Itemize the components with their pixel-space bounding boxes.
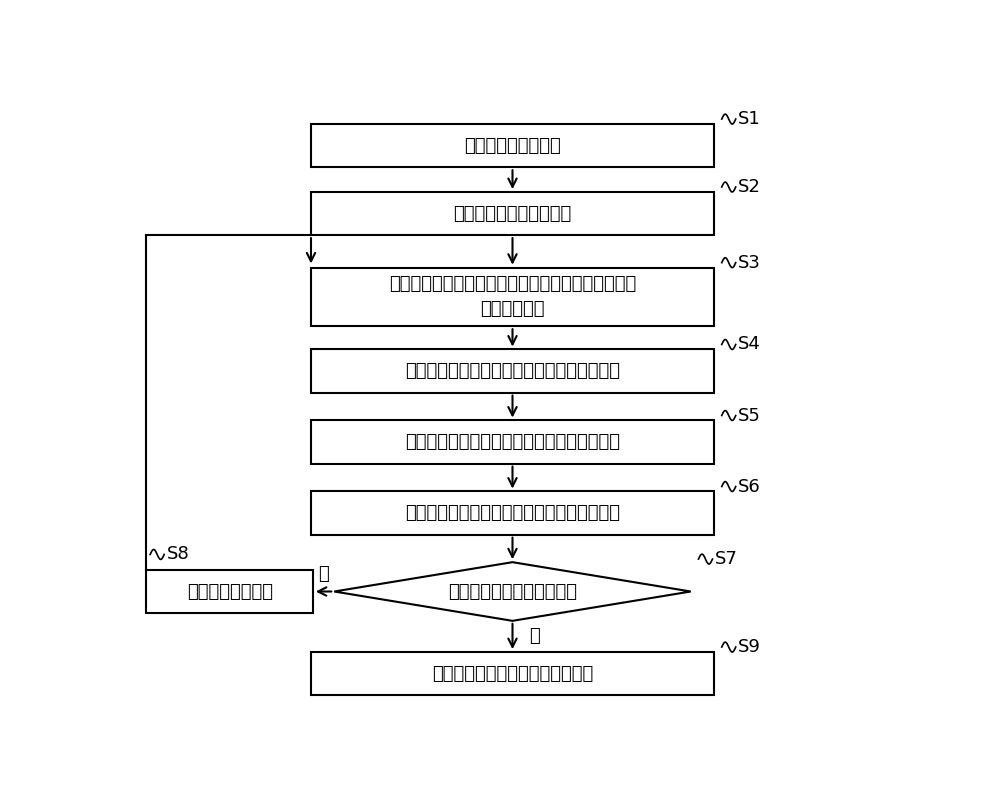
Text: S3: S3	[738, 253, 761, 272]
Text: 读取待分割遥感影像: 读取待分割遥感影像	[464, 136, 561, 155]
Text: 否: 否	[318, 565, 329, 583]
Bar	[146, 570, 313, 613]
Text: 停止迭代，输出遥感影像分割结果: 停止迭代，输出遥感影像分割结果	[432, 665, 593, 683]
Text: S8: S8	[166, 545, 189, 564]
Bar	[311, 420, 714, 464]
Bar	[311, 268, 714, 326]
Text: S1: S1	[738, 110, 761, 128]
Bar	[311, 350, 714, 393]
Text: 计算各个模糊划分子区域对聚类的模糊隶属度: 计算各个模糊划分子区域对聚类的模糊隶属度	[405, 433, 620, 451]
Text: S5: S5	[738, 407, 761, 424]
Text: S4: S4	[738, 335, 761, 354]
Text: 初始化影像分割模型参数: 初始化影像分割模型参数	[453, 205, 572, 223]
Text: S2: S2	[738, 178, 761, 196]
Text: 计算基于模糊划分子区域的模糊聚类目标函数: 计算基于模糊划分子区域的模糊聚类目标函数	[405, 504, 620, 522]
Text: 是: 是	[530, 627, 540, 646]
Polygon shape	[334, 562, 691, 621]
Text: 判断目标函数值是否最小化: 判断目标函数值是否最小化	[448, 582, 577, 601]
Bar	[311, 492, 714, 535]
Bar	[311, 124, 714, 168]
Text: 对影像域空间进行空间模糊几何划分，生成若干个模
糊划分子区域: 对影像域空间进行空间模糊几何划分，生成若干个模 糊划分子区域	[389, 275, 636, 318]
Text: 计算模糊划分子区域与聚类间的模糊非相似性: 计算模糊划分子区域与聚类间的模糊非相似性	[405, 362, 620, 380]
Text: S9: S9	[738, 638, 761, 656]
Bar	[311, 192, 714, 235]
Text: S6: S6	[738, 477, 761, 496]
Text: 更新分割模型参数: 更新分割模型参数	[187, 582, 273, 601]
Bar	[311, 652, 714, 695]
Text: S7: S7	[715, 550, 738, 568]
